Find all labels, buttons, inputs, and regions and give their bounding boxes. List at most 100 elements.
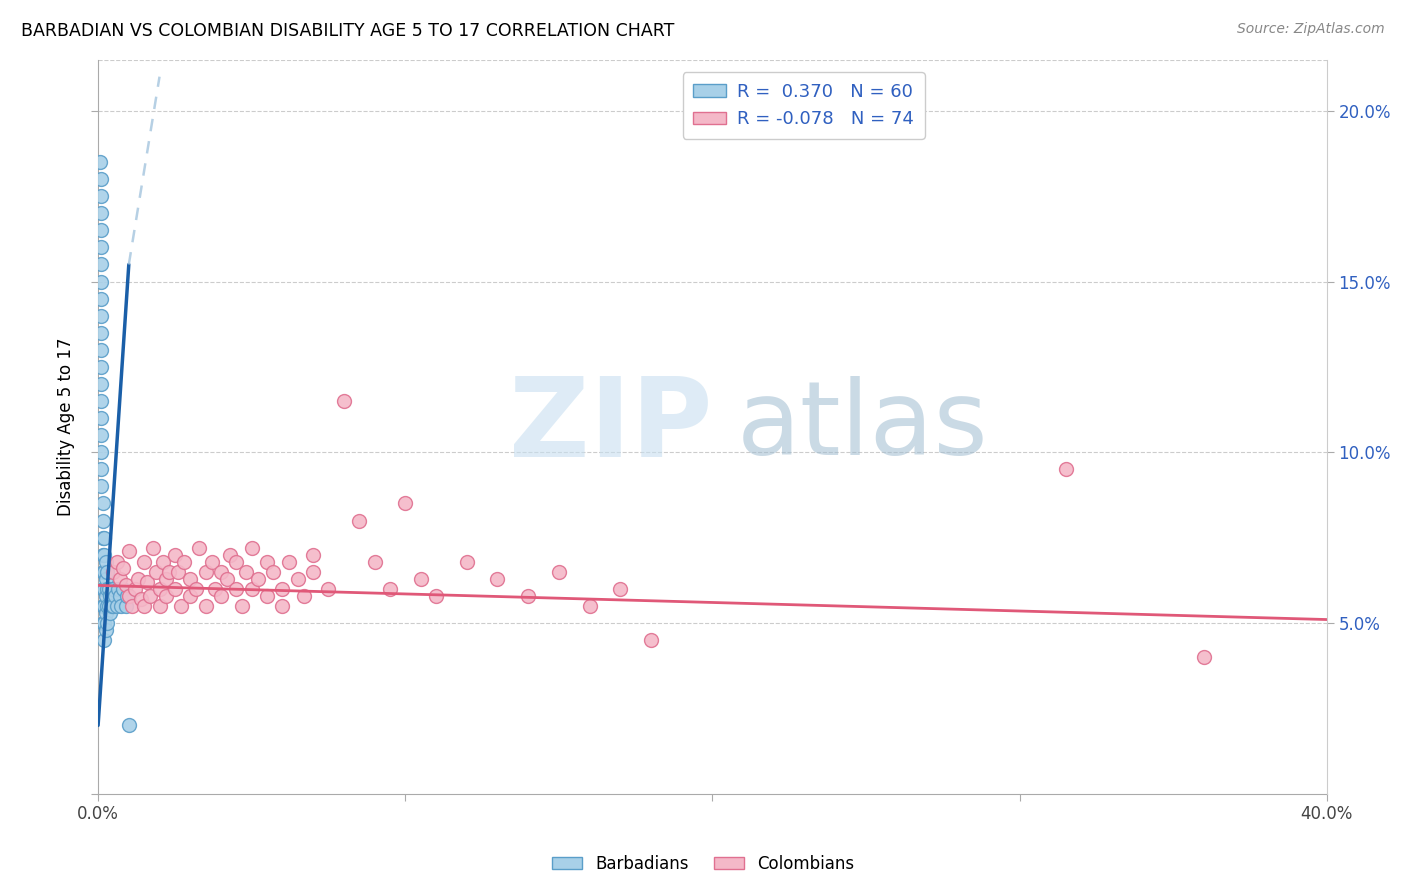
Point	[93, 582, 115, 596]
Point	[148, 582, 170, 596]
Point	[194, 599, 217, 613]
Legend: Barbadians, Colombians: Barbadians, Colombians	[546, 848, 860, 880]
Point	[578, 599, 600, 613]
Point	[90, 394, 112, 409]
Point	[277, 554, 299, 568]
Point	[94, 554, 117, 568]
Point	[302, 565, 325, 579]
Point	[139, 589, 162, 603]
Point	[101, 599, 124, 613]
Point	[204, 582, 226, 596]
Point	[94, 623, 117, 637]
Point	[217, 572, 239, 586]
Point	[103, 599, 125, 613]
Point	[201, 554, 224, 568]
Point	[90, 257, 112, 271]
Point	[90, 206, 112, 220]
Point	[231, 599, 253, 613]
Point	[1192, 650, 1215, 665]
Point	[163, 582, 186, 596]
Text: ZIP: ZIP	[509, 373, 713, 480]
Point	[105, 599, 128, 613]
Point	[90, 292, 112, 306]
Point	[134, 599, 156, 613]
Point	[94, 572, 117, 586]
Point	[114, 599, 136, 613]
Point	[90, 411, 112, 425]
Point	[256, 554, 278, 568]
Point	[100, 606, 122, 620]
Point	[425, 589, 447, 603]
Point	[96, 582, 118, 596]
Point	[90, 359, 112, 374]
Point	[157, 565, 180, 579]
Point	[225, 582, 247, 596]
Point	[91, 615, 114, 630]
Point	[93, 548, 115, 562]
Point	[167, 565, 190, 579]
Point	[90, 223, 112, 237]
Point	[91, 599, 114, 613]
Point	[287, 572, 309, 586]
Point	[225, 554, 247, 568]
Point	[240, 541, 263, 555]
Point	[93, 565, 115, 579]
Point	[90, 240, 112, 254]
Point	[547, 565, 569, 579]
Point	[256, 589, 278, 603]
Y-axis label: Disability Age 5 to 17: Disability Age 5 to 17	[58, 337, 75, 516]
Point	[347, 514, 370, 528]
Point	[90, 479, 112, 493]
Text: Source: ZipAtlas.com: Source: ZipAtlas.com	[1237, 22, 1385, 37]
Point	[118, 718, 141, 732]
Point	[179, 572, 201, 586]
Text: atlas: atlas	[737, 376, 988, 477]
Point	[91, 582, 114, 596]
Point	[394, 496, 416, 510]
Point	[108, 589, 131, 603]
Point	[107, 582, 129, 596]
Point	[145, 565, 167, 579]
Point	[142, 541, 165, 555]
Point	[188, 541, 211, 555]
Point	[90, 275, 112, 289]
Point	[118, 544, 141, 558]
Point	[129, 592, 152, 607]
Point	[96, 565, 118, 579]
Text: BARBADIAN VS COLOMBIAN DISABILITY AGE 5 TO 17 CORRELATION CHART: BARBADIAN VS COLOMBIAN DISABILITY AGE 5 …	[21, 22, 675, 40]
Point	[246, 572, 269, 586]
Point	[262, 565, 284, 579]
Point	[97, 582, 120, 596]
Point	[105, 554, 128, 568]
Point	[121, 599, 143, 613]
Point	[194, 565, 217, 579]
Point	[155, 572, 177, 586]
Point	[118, 589, 141, 603]
Point	[90, 172, 112, 186]
Point	[91, 565, 114, 579]
Point	[170, 599, 193, 613]
Point	[333, 394, 356, 409]
Point	[114, 578, 136, 592]
Legend: R =  0.370   N = 60, R = -0.078   N = 74: R = 0.370 N = 60, R = -0.078 N = 74	[683, 72, 925, 139]
Point	[108, 572, 131, 586]
Point	[136, 574, 159, 589]
Point	[186, 582, 208, 596]
Point	[93, 615, 115, 630]
Point	[517, 589, 540, 603]
Point	[103, 582, 125, 596]
Point	[271, 599, 294, 613]
Point	[609, 582, 631, 596]
Point	[93, 531, 115, 545]
Point	[127, 572, 149, 586]
Point	[1054, 462, 1077, 476]
Point	[90, 376, 112, 391]
Point	[97, 599, 120, 613]
Point	[111, 582, 134, 596]
Point	[124, 582, 146, 596]
Point	[486, 572, 509, 586]
Point	[318, 582, 340, 596]
Point	[209, 565, 232, 579]
Point	[94, 606, 117, 620]
Point	[93, 633, 115, 648]
